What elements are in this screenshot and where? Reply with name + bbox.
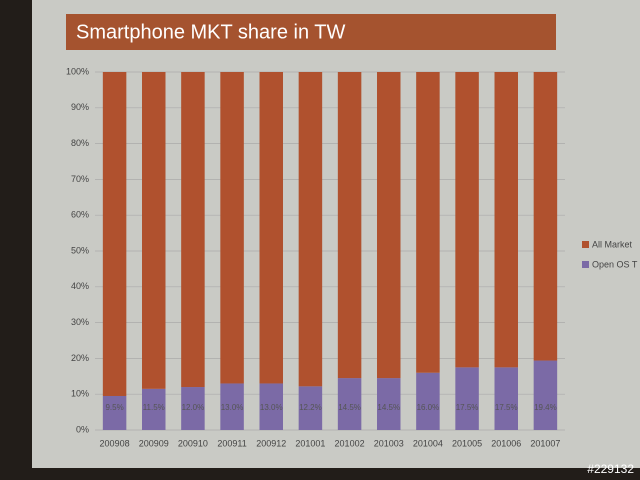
data-label: 13.0% bbox=[221, 403, 244, 412]
x-tick-label: 200909 bbox=[139, 438, 169, 448]
bar-segment bbox=[142, 72, 166, 389]
bar-segment bbox=[259, 383, 283, 430]
x-tick-label: 200912 bbox=[256, 438, 286, 448]
bar-segment bbox=[416, 72, 440, 373]
x-tick-label: 200908 bbox=[100, 438, 130, 448]
legend-swatch bbox=[582, 261, 589, 268]
y-tick-label: 30% bbox=[71, 317, 89, 327]
data-label: 16.0% bbox=[417, 403, 440, 412]
y-tick-label: 70% bbox=[71, 174, 89, 184]
y-tick-label: 10% bbox=[71, 389, 89, 399]
y-tick-label: 20% bbox=[71, 353, 89, 363]
bar-segment bbox=[494, 72, 518, 368]
data-label: 9.5% bbox=[105, 403, 123, 412]
y-tick-label: 40% bbox=[71, 281, 89, 291]
legend-swatch bbox=[582, 241, 589, 248]
bar-segment bbox=[181, 387, 205, 430]
x-tick-label: 200910 bbox=[178, 438, 208, 448]
data-label: 12.2% bbox=[299, 403, 322, 412]
bar-segment bbox=[259, 72, 283, 384]
bar-segment bbox=[220, 383, 244, 430]
bar-segment bbox=[181, 72, 205, 388]
legend-label: Open OS T bbox=[592, 259, 638, 269]
y-tick-label: 80% bbox=[71, 138, 89, 148]
bar-segment bbox=[298, 72, 323, 387]
bar-segment bbox=[455, 367, 479, 430]
bar-segment bbox=[142, 388, 166, 430]
bar-segment bbox=[455, 72, 479, 368]
x-tick-label: 201002 bbox=[335, 438, 365, 448]
bar-segment bbox=[494, 367, 518, 430]
data-label: 11.5% bbox=[143, 403, 165, 412]
y-tick-label: 90% bbox=[71, 102, 89, 112]
data-label: 19.4% bbox=[534, 403, 557, 412]
data-label: 17.5% bbox=[456, 403, 479, 412]
data-label: 12.0% bbox=[182, 403, 205, 412]
y-tick-label: 100% bbox=[66, 66, 89, 76]
x-tick-label: 201004 bbox=[413, 438, 443, 448]
bar-segment bbox=[337, 378, 362, 430]
x-tick-label: 201001 bbox=[295, 438, 325, 448]
bar-segment bbox=[533, 360, 558, 430]
x-tick-label: 201006 bbox=[491, 438, 521, 448]
bar-segment bbox=[298, 386, 323, 430]
title-bar bbox=[66, 14, 556, 50]
bar-segment bbox=[337, 72, 362, 379]
data-label: 14.5% bbox=[377, 403, 400, 412]
bar-segment bbox=[102, 72, 127, 396]
data-label: 17.5% bbox=[495, 403, 518, 412]
data-label: 13.0% bbox=[260, 403, 283, 412]
x-tick-label: 200911 bbox=[217, 438, 246, 448]
x-tick-label: 201005 bbox=[452, 438, 482, 448]
watermark: #229132 bbox=[587, 462, 634, 476]
legend-label: All Market bbox=[592, 239, 633, 249]
chart-title: Smartphone MKT share in TW bbox=[76, 21, 345, 43]
bar-segment bbox=[533, 72, 558, 361]
bar-segment bbox=[220, 72, 244, 384]
y-tick-label: 0% bbox=[76, 424, 89, 434]
y-tick-label: 50% bbox=[71, 245, 89, 255]
x-tick-label: 201007 bbox=[530, 438, 560, 448]
x-tick-label: 201003 bbox=[374, 438, 404, 448]
bar-segment bbox=[102, 395, 127, 430]
data-label: 14.5% bbox=[338, 403, 361, 412]
y-tick-label: 60% bbox=[71, 210, 89, 220]
bar-segment bbox=[377, 72, 401, 379]
bar-segment bbox=[416, 372, 440, 430]
bar-segment bbox=[377, 378, 401, 430]
